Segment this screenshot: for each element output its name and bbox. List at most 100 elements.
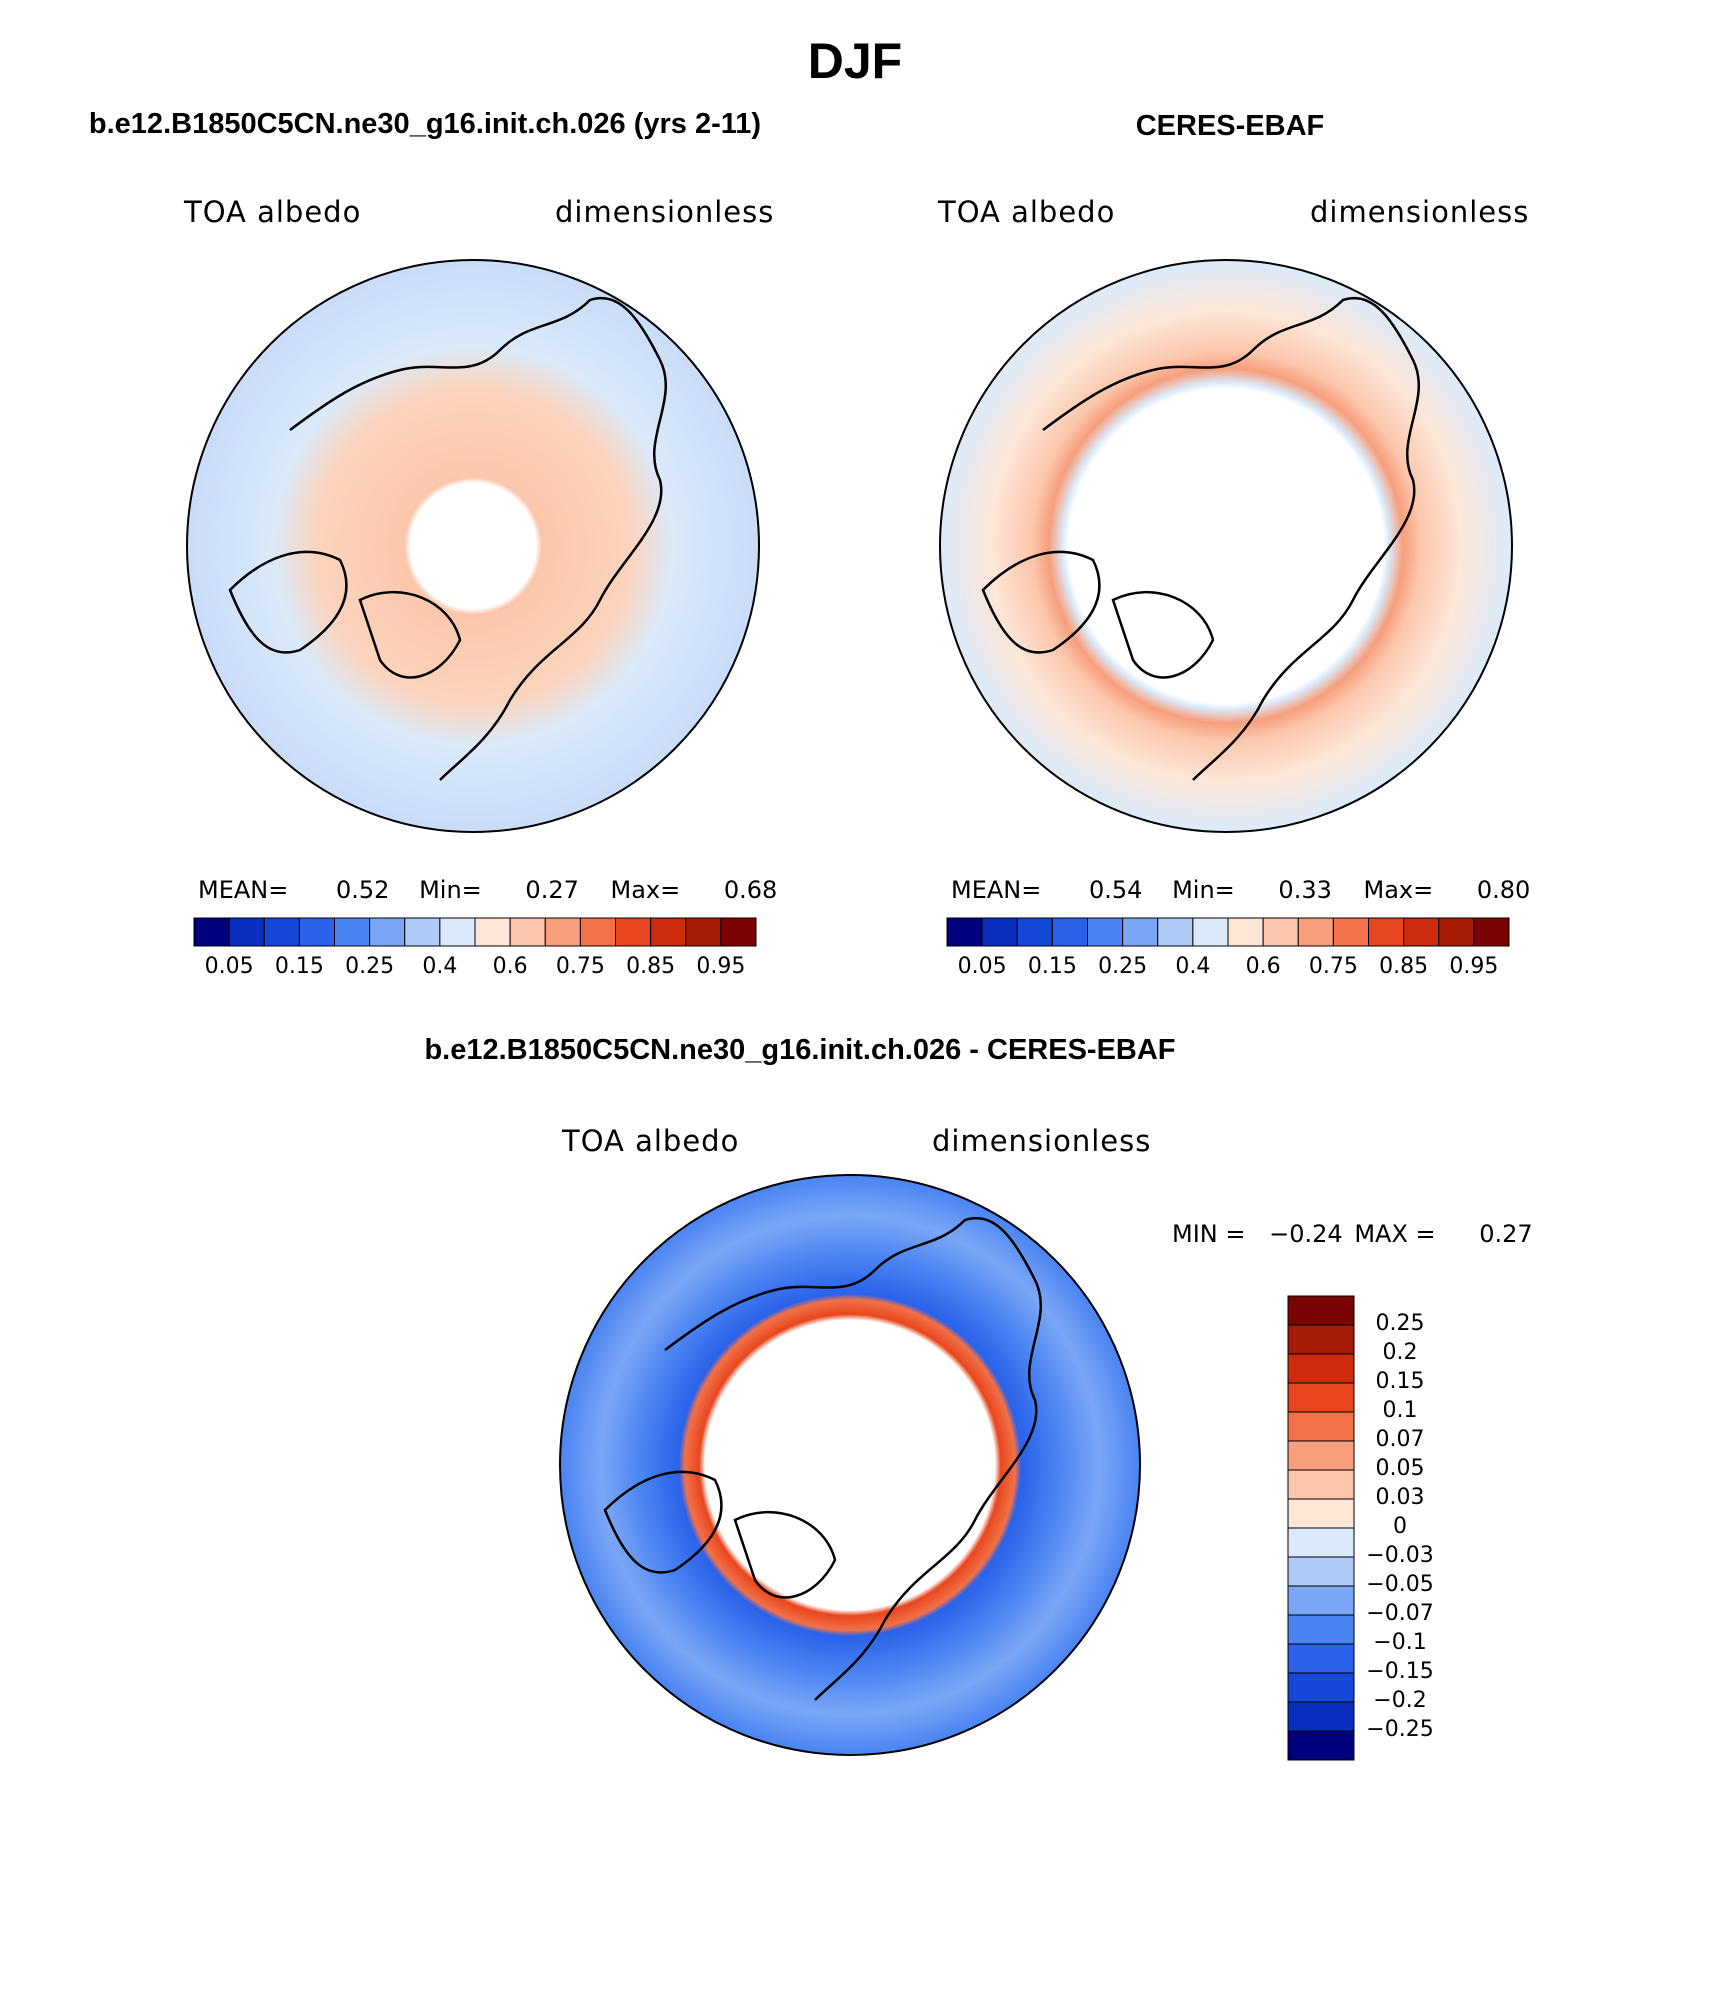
min-value: 0.33 (1278, 876, 1332, 904)
colorbar-swatch (981, 917, 1018, 947)
mean-label: MEAN= (951, 876, 1042, 904)
colorbar-swatch (228, 917, 265, 947)
map-disk (560, 1175, 1140, 1755)
map-border (186, 259, 760, 833)
colorbar-tick-label: 0.75 (555, 954, 605, 979)
colorbar-swatch (1438, 917, 1475, 947)
max-value: 0.68 (723, 876, 778, 904)
colorbar-swatch (1332, 917, 1369, 947)
map-border (559, 1174, 1141, 1756)
min-value: −0.24 (1269, 1220, 1343, 1248)
colorbar-panel1 (193, 917, 757, 947)
colorbar-swatch (1287, 1353, 1355, 1384)
panel2-units-label: dimensionless (1310, 195, 1530, 229)
colorbar-swatch (1297, 917, 1334, 947)
colorbar-swatch (1287, 1440, 1355, 1471)
colorbar-swatch (544, 917, 581, 947)
colorbar-tick-label: 0.4 (422, 954, 458, 979)
min-label: MIN = (1172, 1220, 1246, 1248)
map-border (939, 259, 1513, 833)
panel1-title: b.e12.B1850C5CN.ne30_g16.init.ch.026 (yr… (88, 108, 762, 140)
main-title: DJF (807, 33, 903, 89)
colorbar-swatch (1287, 1295, 1355, 1326)
colorbar-swatch (404, 917, 441, 947)
colorbar-tick-label: 0.05 (1375, 1456, 1425, 1481)
colorbar-tick-label: 0.4 (1175, 954, 1211, 979)
colorbar-tick-label: 0.25 (1375, 1311, 1425, 1336)
colorbar-tick-label: 0 (1393, 1514, 1407, 1539)
min-value: 0.27 (525, 876, 579, 904)
mean-label: MEAN= (198, 876, 289, 904)
colorbar-swatch (1016, 917, 1053, 947)
panel1-units-label: dimensionless (555, 195, 775, 229)
colorbar-tick-label: 0.15 (1027, 954, 1077, 979)
max-label: Max= (1363, 876, 1434, 904)
colorbar-swatch (1368, 917, 1405, 947)
min-label: Min= (419, 876, 482, 904)
colorbar-swatch (1287, 1730, 1355, 1761)
land-outline (603, 1216, 1042, 1701)
map-panel2 (939, 259, 1513, 833)
map-panel1 (186, 259, 760, 833)
colorbar-swatch (439, 917, 476, 947)
mean-value: 0.54 (1089, 876, 1143, 904)
map-disk (187, 260, 759, 832)
colorbar-tick-label: 0.05 (204, 954, 254, 979)
max-value: 0.27 (1479, 1220, 1533, 1248)
colorbar-tick-label: 0.25 (345, 954, 395, 979)
colorbar-tick-label: −0.2 (1373, 1688, 1427, 1713)
colorbar-swatch (1287, 1382, 1355, 1413)
colorbar-tick-label: 0.95 (1449, 954, 1499, 979)
colorbar-tick-label: 0.1 (1382, 1398, 1418, 1423)
colorbar-swatch (615, 917, 652, 947)
colorbar-tick-label: 0.85 (1379, 954, 1429, 979)
colorbar-swatch (1262, 917, 1299, 947)
colorbar-tick-label: 0.6 (492, 954, 528, 979)
colorbar-tick-label: 0.2 (1382, 1340, 1418, 1365)
colorbar-swatch (1287, 1324, 1355, 1355)
colorbar-tick-label: 0.25 (1098, 954, 1148, 979)
land-outline (228, 296, 667, 781)
colorbar-swatch (579, 917, 616, 947)
colorbar-tick-label: 0.6 (1245, 954, 1281, 979)
colorbar-swatch (1287, 1585, 1355, 1616)
colorbar-swatch (1473, 917, 1510, 947)
colorbar-swatch (1287, 1469, 1355, 1500)
colorbar-swatch (193, 917, 230, 947)
min-label: Min= (1172, 876, 1235, 904)
land-outline (981, 296, 1420, 781)
colorbar-swatch (685, 917, 722, 947)
colorbar-swatch (1287, 1672, 1355, 1703)
colorbar-swatch (1287, 1556, 1355, 1587)
colorbar-tick-label: −0.07 (1366, 1601, 1434, 1626)
colorbar-tick-label: 0.15 (1375, 1369, 1425, 1394)
colorbar-swatch (474, 917, 511, 947)
colorbar-swatch (369, 917, 406, 947)
colorbar-swatch (1287, 1527, 1355, 1558)
max-label: MAX = (1354, 1220, 1436, 1248)
colorbar-tick-label: −0.03 (1366, 1543, 1434, 1568)
colorbar-tick-label: 0.15 (274, 954, 324, 979)
colorbar-panel3 (1287, 1295, 1355, 1761)
colorbar-swatch (298, 917, 335, 947)
colorbar-swatch (1287, 1411, 1355, 1442)
mean-value: 0.52 (336, 876, 390, 904)
colorbar-swatch (1287, 1643, 1355, 1674)
colorbar-swatch (946, 917, 983, 947)
colorbar-swatch (263, 917, 300, 947)
colorbar-swatch (650, 917, 687, 947)
colorbar-panel2 (946, 917, 1510, 947)
colorbar-swatch (1287, 1614, 1355, 1645)
panel1-stats: MEAN= 0.52 Min= 0.27 Max= 0.68 (198, 876, 777, 904)
map-disk (940, 260, 1512, 832)
colorbar-swatch (1287, 1701, 1355, 1732)
panel2-variable-label: TOA albedo (938, 195, 1116, 229)
colorbar-swatch (1192, 917, 1229, 947)
colorbar-tick-label: 0.07 (1375, 1427, 1425, 1452)
colorbar-tick-label: 0.95 (696, 954, 746, 979)
panel1-variable-label: TOA albedo (184, 195, 362, 229)
max-label: Max= (610, 876, 681, 904)
colorbar-swatch (1051, 917, 1088, 947)
colorbar-tick-label: 0.85 (626, 954, 676, 979)
